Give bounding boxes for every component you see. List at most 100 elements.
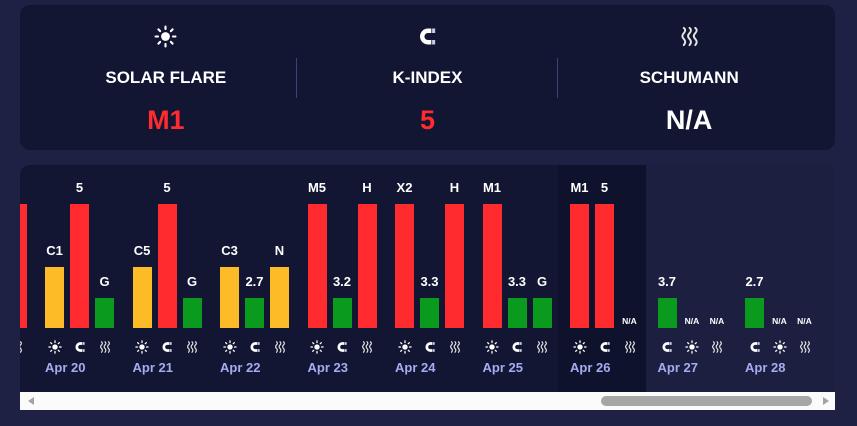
no-data-label: N/A: [622, 316, 637, 326]
solar-flare-bar: [45, 267, 64, 328]
magnet-icon: [248, 340, 262, 354]
day-date-label: Apr 28: [745, 360, 786, 375]
bar-value-label: C5: [133, 243, 151, 258]
solar-flare-bar: [307, 204, 327, 328]
wave-icon: [798, 340, 812, 354]
bar-value-label: 2.7: [745, 274, 764, 289]
bar-value-label: H: [362, 180, 372, 195]
bar-value-label: 3.3: [507, 274, 527, 289]
schumann-bar: [445, 204, 464, 328]
magnet-icon: [660, 340, 674, 354]
scroll-right-button[interactable]: [821, 396, 831, 406]
bar-value-label: 5: [600, 180, 609, 195]
bar-value-label: M5: [307, 180, 327, 195]
day-date-label: Apr 22: [220, 360, 261, 375]
chart-scroll-area[interactable]: C1 5 G Apr 20 C5 5 G Apr 21 C3 2.7 N Apr 22 M5 3.2 H Ap…: [20, 165, 835, 392]
day-group-apr-28: 2.7 N/A N/A Apr 28: [733, 165, 835, 392]
bar-value-label: 3.2: [332, 274, 352, 289]
sun-icon: [397, 340, 412, 354]
magnet-icon: [73, 340, 87, 354]
day-date-label: Apr 25: [482, 360, 523, 375]
schumann-bar: [532, 298, 552, 328]
day-group-apr-25: M1 3.3 G Apr 25: [471, 165, 559, 392]
day-date-label: Apr 26: [570, 360, 611, 375]
k-index-bar: [157, 204, 177, 328]
day-group-partial: [20, 165, 33, 392]
bar-value-label: G: [99, 274, 110, 289]
bar-value-label: H: [449, 180, 460, 195]
bar-value-label: M1: [570, 180, 589, 195]
magnet-icon: [423, 340, 437, 354]
summary-schumann: SCHUMANN N/A: [558, 5, 820, 150]
sun-icon: [222, 340, 237, 354]
solar-flare-bar: [570, 204, 589, 328]
schumann-bar: [357, 204, 377, 328]
scroll-thumb[interactable]: [601, 396, 813, 406]
sun-icon: [310, 340, 324, 354]
no-data-label: N/A: [772, 316, 787, 326]
summary-label: SOLAR FLARE: [105, 68, 227, 87]
sun-icon: [685, 340, 699, 354]
wave-icon: [273, 340, 287, 354]
summary-card: SOLAR FLARE M1 K-INDEX 5 SCHUMANN N/A: [20, 5, 835, 150]
triangle-left-icon: [28, 397, 34, 405]
wave-icon: [185, 340, 199, 354]
history-chart-card: C1 5 G Apr 20 C5 5 G Apr 21 C3 2.7 N Apr 22 M5 3.2 H Ap…: [20, 165, 835, 410]
k-index-bar: [507, 298, 527, 328]
summary-value: M1: [147, 105, 185, 135]
bar-value-label: N: [274, 243, 285, 258]
summary-solar-flare: SOLAR FLARE M1: [35, 5, 297, 150]
magnet-icon: [748, 340, 762, 354]
triangle-right-icon: [823, 397, 829, 405]
wave-icon: [535, 340, 549, 354]
no-data-label: N/A: [684, 316, 700, 326]
wave-icon: [98, 340, 112, 354]
summary-label: SCHUMANN: [639, 68, 739, 87]
day-group-apr-24: X2 3.3 H Apr 24: [383, 165, 471, 392]
day-date-label: Apr 20: [45, 360, 86, 375]
schumann-bar: [182, 298, 202, 328]
bar-value-label: G: [186, 274, 198, 289]
magnet-icon: [598, 340, 612, 354]
k-index-bar: [420, 298, 439, 328]
horizontal-scrollbar[interactable]: [20, 392, 835, 410]
day-date-label: Apr 24: [395, 360, 436, 375]
k-index-bar: [657, 298, 677, 328]
day-group-apr-21: C5 5 G Apr 21: [121, 165, 209, 392]
schumann-bar: [95, 298, 114, 328]
solar-flare-bar: [220, 267, 239, 328]
bar-value-label: 5: [75, 180, 84, 195]
bar-value-label: G: [536, 274, 548, 289]
day-group-apr-20: C1 5 G Apr 20: [33, 165, 121, 392]
wave-icon: [623, 340, 637, 354]
solar-flare-bar: [395, 204, 414, 328]
day-group-apr-26: M1 5 N/A Apr 26: [558, 165, 646, 392]
bar-value-label: 5: [163, 180, 171, 195]
scroll-left-button[interactable]: [26, 396, 36, 406]
bar-value-label: X2: [396, 180, 413, 195]
schumann-bar: [20, 204, 27, 328]
day-date-label: Apr 21: [132, 360, 173, 375]
k-index-bar: [595, 204, 614, 328]
bar-value-label: 3.7: [657, 274, 677, 289]
day-group-apr-23: M5 3.2 H Apr 23: [296, 165, 384, 392]
bar-value-label: C3: [221, 243, 238, 258]
sun-icon: [47, 340, 62, 354]
summary-divider: [296, 58, 297, 98]
wave-icon: [678, 25, 701, 48]
sun-icon: [485, 340, 499, 354]
magnet-icon: [160, 340, 174, 354]
sun-icon: [154, 25, 177, 48]
day-date-label: Apr 23: [307, 360, 348, 375]
k-index-bar: [245, 298, 264, 328]
day-date-label: Apr 27: [657, 360, 698, 375]
bar-value-label: 3.3: [420, 274, 439, 289]
summary-label: K-INDEX: [392, 68, 463, 87]
bar-value-label: C1: [46, 243, 63, 258]
no-data-label: N/A: [709, 316, 725, 326]
summary-value: 5: [419, 105, 435, 135]
sun-icon: [772, 340, 787, 354]
magnet-icon: [416, 25, 439, 48]
summary-divider: [557, 58, 558, 98]
wave-icon: [360, 340, 374, 354]
